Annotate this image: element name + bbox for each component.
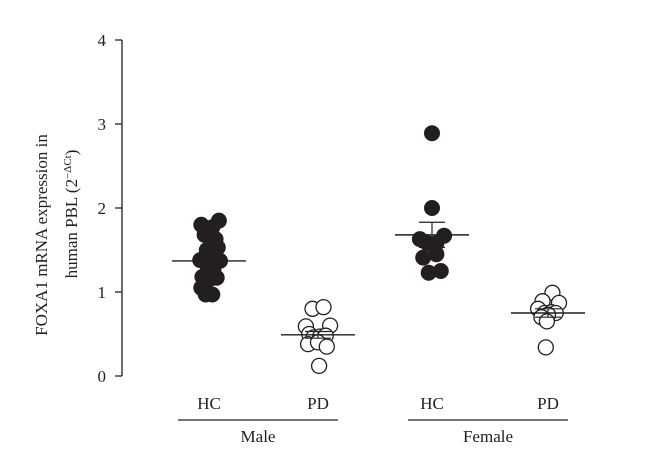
data-point-filled: [415, 249, 432, 266]
y-tick-label: 0: [98, 367, 107, 386]
x-group-label: PD: [537, 394, 559, 413]
y-tick-label: 3: [98, 115, 107, 134]
data-point-filled: [204, 286, 221, 303]
data-point-open: [538, 313, 556, 330]
data-point-open: [318, 338, 335, 355]
mean-sem-bars: [172, 221, 585, 339]
data-point-open: [315, 298, 332, 316]
x-group-label: HC: [197, 394, 221, 413]
x-group-label: PD: [307, 394, 329, 413]
y-axis-title-suffix: ): [62, 150, 81, 156]
x-group-label: HC: [420, 394, 444, 413]
y-tick-label: 1: [98, 283, 107, 302]
data-point-filled: [424, 200, 440, 216]
x-axis-labels: HC PD HC PD: [197, 394, 559, 413]
data-point-filled: [210, 212, 227, 229]
y-axis-title-line1: FOXA1 mRNA expression in: [32, 134, 51, 336]
data-point-filled: [432, 263, 449, 279]
y-axis-title-superscript: −ΔCt: [62, 155, 74, 179]
y-tick-label: 4: [98, 31, 107, 50]
sex-group-labels: Male Female: [178, 419, 568, 446]
y-tick-label: 2: [98, 199, 107, 218]
data-point-filled: [428, 246, 445, 263]
y-axis-title-line2: human PBL (2−ΔCt): [62, 150, 81, 279]
data-point-filled: [424, 125, 440, 142]
data-point-open: [310, 357, 328, 375]
sex-group-label: Female: [463, 427, 513, 446]
y-axis-title-prefix: human PBL (2: [62, 179, 81, 278]
sex-group-label: Male: [241, 427, 276, 446]
y-axis: 0 1 2 3 4: [98, 31, 123, 386]
y-axis-title: FOXA1 mRNA expression in human PBL (2−ΔC…: [32, 134, 81, 336]
data-point-open: [537, 339, 554, 356]
data-points: [192, 125, 568, 375]
